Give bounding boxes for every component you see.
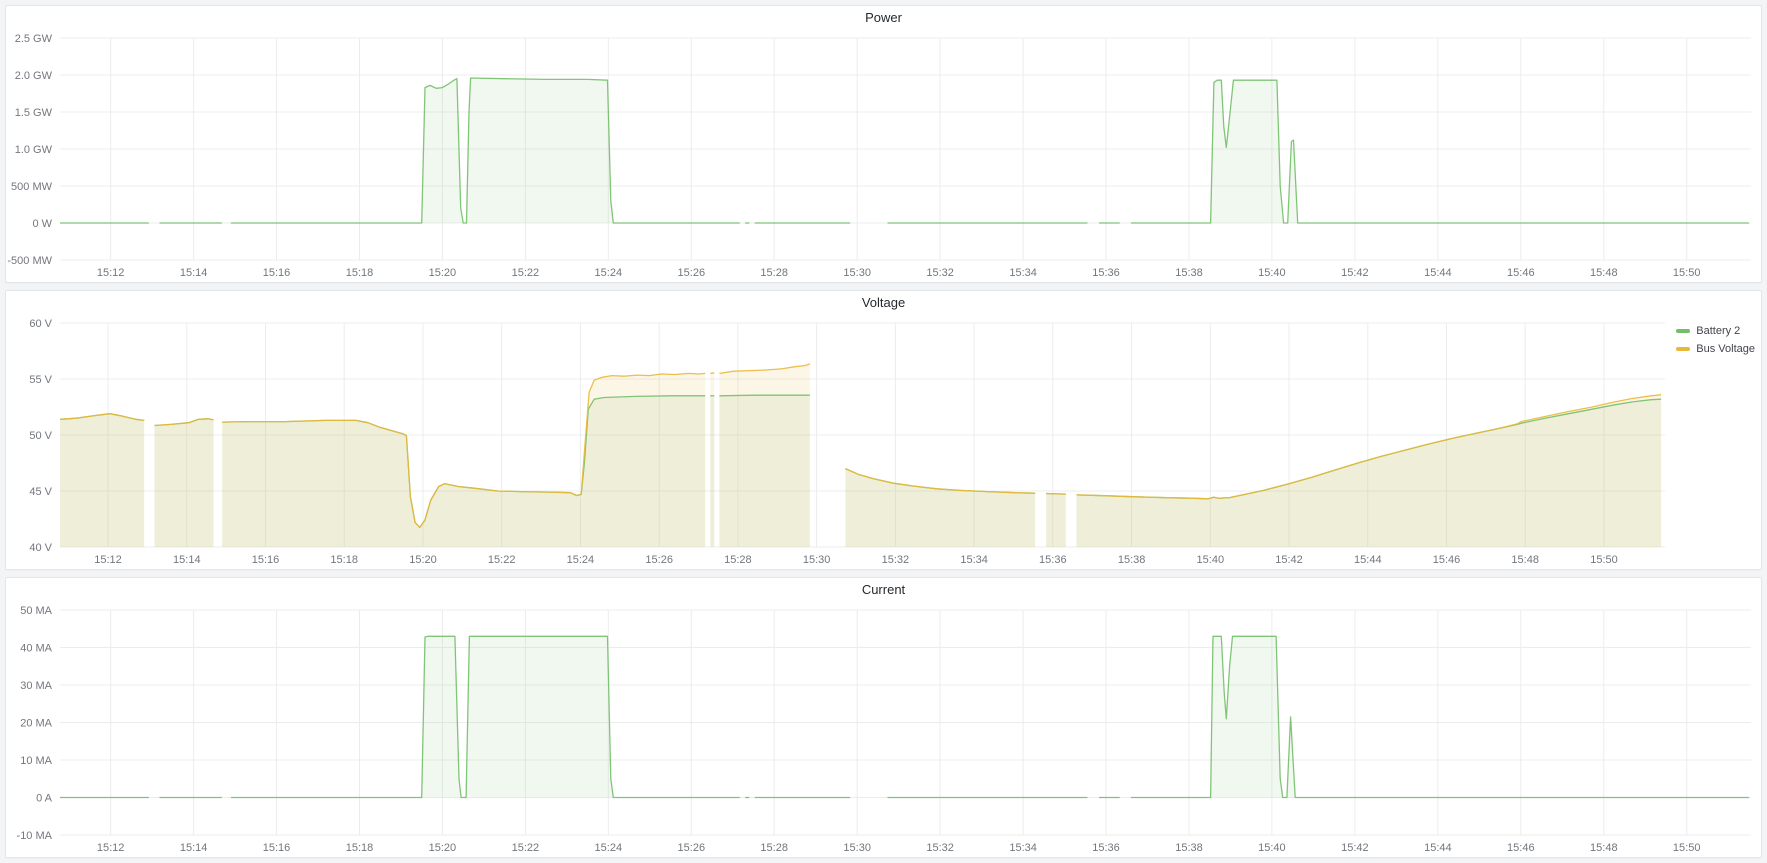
svg-text:15:22: 15:22 (512, 267, 540, 279)
svg-text:15:48: 15:48 (1590, 842, 1618, 854)
svg-text:15:14: 15:14 (173, 554, 201, 566)
svg-text:15:24: 15:24 (595, 267, 623, 279)
svg-text:15:24: 15:24 (595, 842, 623, 854)
svg-text:15:14: 15:14 (180, 842, 208, 854)
svg-text:15:38: 15:38 (1175, 842, 1203, 854)
svg-text:15:18: 15:18 (330, 554, 358, 566)
svg-text:15:20: 15:20 (429, 267, 457, 279)
svg-text:15:48: 15:48 (1590, 267, 1618, 279)
svg-text:2.5 GW: 2.5 GW (15, 33, 53, 45)
svg-text:15:34: 15:34 (1009, 842, 1037, 854)
svg-text:15:32: 15:32 (882, 554, 910, 566)
svg-text:60 V: 60 V (29, 318, 52, 330)
svg-text:15:16: 15:16 (263, 842, 291, 854)
power-chart-plot-area[interactable]: 15:12 15:14 15:16 15:18 15:20 15:22 15:24 15:26… (6, 30, 1761, 282)
svg-text:15:20: 15:20 (429, 842, 457, 854)
svg-text:15:16: 15:16 (252, 554, 280, 566)
svg-text:15:18: 15:18 (346, 267, 374, 279)
legend-item-battery-2[interactable]: Battery 2 (1676, 323, 1755, 338)
svg-text:40 MA: 40 MA (20, 643, 52, 655)
svg-text:15:28: 15:28 (760, 267, 788, 279)
svg-text:15:12: 15:12 (94, 554, 122, 566)
svg-text:15:44: 15:44 (1424, 842, 1452, 854)
svg-text:20 MA: 20 MA (20, 718, 52, 730)
svg-text:15:48: 15:48 (1511, 554, 1539, 566)
svg-text:15:40: 15:40 (1197, 554, 1225, 566)
svg-text:15:30: 15:30 (843, 842, 871, 854)
legend-label-bus-voltage: Bus Voltage (1696, 342, 1755, 355)
svg-text:15:42: 15:42 (1341, 267, 1369, 279)
svg-text:15:28: 15:28 (724, 554, 752, 566)
svg-text:45 V: 45 V (29, 486, 52, 498)
svg-text:15:46: 15:46 (1507, 842, 1535, 854)
svg-text:15:32: 15:32 (926, 267, 954, 279)
svg-text:15:50: 15:50 (1673, 267, 1701, 279)
svg-text:15:36: 15:36 (1039, 554, 1067, 566)
svg-text:15:30: 15:30 (843, 267, 871, 279)
svg-text:15:24: 15:24 (567, 554, 595, 566)
svg-text:500 MW: 500 MW (11, 181, 53, 193)
panel-power-title[interactable]: Power (865, 10, 902, 25)
panel-current: Current 15:12 15:14 15:16 15:18 15:20 15:22 15… (5, 577, 1762, 858)
current-chart-plot-area[interactable]: 15:12 15:14 15:16 15:18 15:20 15:22 15:24 15:26… (6, 602, 1761, 857)
svg-text:15:38: 15:38 (1118, 554, 1146, 566)
svg-text:10 MA: 10 MA (20, 755, 52, 767)
svg-text:15:40: 15:40 (1258, 842, 1286, 854)
svg-text:15:28: 15:28 (760, 842, 788, 854)
svg-text:15:16: 15:16 (263, 267, 291, 279)
svg-text:2.0 GW: 2.0 GW (15, 70, 53, 82)
svg-text:15:20: 15:20 (409, 554, 437, 566)
legend-item-bus-voltage[interactable]: Bus Voltage (1676, 341, 1755, 356)
svg-text:1.0 GW: 1.0 GW (15, 144, 53, 156)
svg-text:15:32: 15:32 (926, 842, 954, 854)
svg-text:15:50: 15:50 (1590, 554, 1618, 566)
svg-text:15:14: 15:14 (180, 267, 208, 279)
svg-text:15:30: 15:30 (803, 554, 831, 566)
svg-text:15:36: 15:36 (1092, 842, 1120, 854)
svg-text:15:42: 15:42 (1275, 554, 1303, 566)
svg-text:15:26: 15:26 (678, 267, 706, 279)
svg-text:15:42: 15:42 (1341, 842, 1369, 854)
svg-text:1.5 GW: 1.5 GW (15, 107, 53, 119)
svg-text:15:26: 15:26 (678, 842, 706, 854)
voltage-legend: Battery 2 Bus Voltage (1676, 323, 1755, 356)
svg-text:15:38: 15:38 (1175, 267, 1203, 279)
panel-power: Power 15:12 15:14 15:16 15:18 15:20 15:22 15:2… (5, 5, 1762, 283)
panel-voltage-title[interactable]: Voltage (861, 295, 906, 310)
svg-text:55 V: 55 V (29, 374, 52, 386)
svg-text:15:12: 15:12 (97, 842, 125, 854)
svg-text:-500 MW: -500 MW (7, 255, 52, 267)
battery-2-series-swatch (1676, 328, 1691, 333)
svg-text:15:34: 15:34 (1009, 267, 1037, 279)
panel-current-title[interactable]: Current (861, 582, 906, 597)
svg-text:-10 MA: -10 MA (17, 830, 53, 842)
svg-text:15:36: 15:36 (1092, 267, 1120, 279)
svg-text:15:22: 15:22 (488, 554, 516, 566)
svg-text:15:34: 15:34 (960, 554, 988, 566)
svg-text:15:22: 15:22 (512, 842, 540, 854)
bus-voltage-series-swatch (1676, 346, 1691, 351)
svg-text:15:26: 15:26 (645, 554, 673, 566)
svg-text:15:50: 15:50 (1673, 842, 1701, 854)
svg-text:30 MA: 30 MA (20, 680, 52, 692)
svg-text:15:44: 15:44 (1354, 554, 1382, 566)
svg-text:40 V: 40 V (29, 542, 52, 554)
svg-text:50 V: 50 V (29, 430, 52, 442)
voltage-chart-plot-area[interactable]: Battery 2 Bus Voltage 15:12 15:14 15:16 15:… (6, 315, 1761, 569)
svg-text:15:44: 15:44 (1424, 267, 1452, 279)
svg-text:15:46: 15:46 (1507, 267, 1535, 279)
svg-text:15:46: 15:46 (1433, 554, 1461, 566)
svg-text:0 W: 0 W (32, 218, 52, 230)
legend-label-battery-2: Battery 2 (1696, 324, 1741, 337)
svg-text:15:18: 15:18 (346, 842, 374, 854)
svg-text:0 A: 0 A (36, 793, 53, 805)
svg-text:50 MA: 50 MA (20, 605, 52, 617)
panel-voltage: Voltage Battery 2 Bus Voltage 15:12 15:14… (5, 290, 1762, 570)
svg-text:15:12: 15:12 (97, 267, 125, 279)
svg-text:15:40: 15:40 (1258, 267, 1286, 279)
